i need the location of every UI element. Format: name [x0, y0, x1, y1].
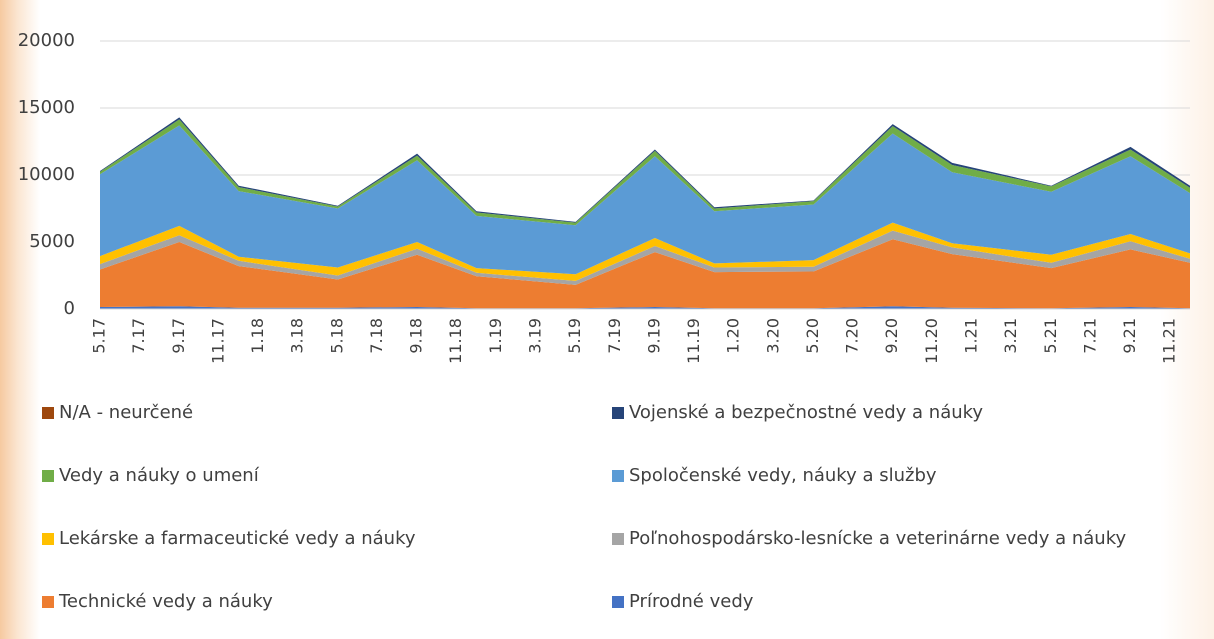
x-tick-label: 7.17	[129, 318, 148, 354]
x-tick-label: 3.18	[288, 318, 307, 354]
area	[100, 239, 1190, 309]
x-tick-label: 7.20	[843, 318, 862, 354]
y-tick-label: 15000	[18, 97, 75, 118]
legend-swatch	[42, 596, 54, 608]
legend-label: Vojenské a bezpečnostné vedy a náuky	[629, 402, 983, 423]
legend-swatch	[612, 470, 624, 482]
legend-label: Spoločenské vedy, náuky a služby	[629, 465, 937, 486]
x-tick-label: 5.17	[90, 318, 109, 354]
legend-label: Vedy a náuky o umení	[59, 465, 260, 486]
x-tick-label: 9.20	[882, 318, 901, 354]
x-tick-label: 7.19	[605, 318, 624, 354]
x-tick-label: 7.21	[1080, 318, 1099, 354]
legend-label: Poľnohospodársko-lesnícke a veterinárne …	[629, 528, 1126, 549]
x-tick-label: 1.20	[724, 318, 743, 354]
legend-swatch	[42, 407, 54, 419]
x-tick-label: 3.19	[526, 318, 545, 354]
area	[100, 306, 1190, 309]
x-tick-label: 5.21	[1041, 318, 1060, 354]
legend-label: N/A - neurčené	[59, 402, 193, 423]
y-tick-label: 20000	[18, 30, 75, 51]
area	[100, 230, 1190, 285]
x-tick-label: 11.17	[208, 318, 227, 364]
x-tick-label: 11.21	[1160, 318, 1179, 364]
area	[100, 119, 1190, 226]
x-tick-label: 3.21	[1001, 318, 1020, 354]
legend-swatch	[42, 470, 54, 482]
x-tick-label: 9.17	[169, 318, 188, 354]
y-tick-label: 5000	[29, 231, 75, 252]
x-tick-label: 5.19	[565, 318, 584, 354]
x-tick-label: 9.18	[407, 318, 426, 354]
x-tick-label: 3.20	[763, 318, 782, 354]
x-tick-label: 1.19	[486, 318, 505, 354]
y-tick-label: 10000	[18, 164, 75, 185]
x-tick-label: 7.18	[367, 318, 386, 354]
x-tick-label: 9.19	[644, 318, 663, 354]
legend-swatch	[42, 533, 54, 545]
legend-swatch	[612, 407, 624, 419]
legend-label: Prírodné vedy	[629, 591, 754, 612]
x-tick-label: 9.21	[1120, 318, 1139, 354]
x-tick-label: 11.20	[922, 318, 941, 364]
legend-label: Lekárske a farmaceutické vedy a náuky	[59, 528, 416, 549]
x-tick-label: 1.21	[962, 318, 981, 354]
x-tick-label: 5.20	[803, 318, 822, 354]
legend-label: Technické vedy a náuky	[58, 591, 273, 612]
x-tick-label: 11.19	[684, 318, 703, 364]
x-tick-label: 11.18	[446, 318, 465, 364]
area	[100, 222, 1190, 281]
legend-swatch	[612, 533, 624, 545]
y-tick-label: 0	[64, 298, 75, 319]
x-tick-label: 1.18	[248, 318, 267, 354]
area	[100, 125, 1190, 275]
legend-swatch	[612, 596, 624, 608]
x-tick-label: 5.18	[327, 318, 346, 354]
